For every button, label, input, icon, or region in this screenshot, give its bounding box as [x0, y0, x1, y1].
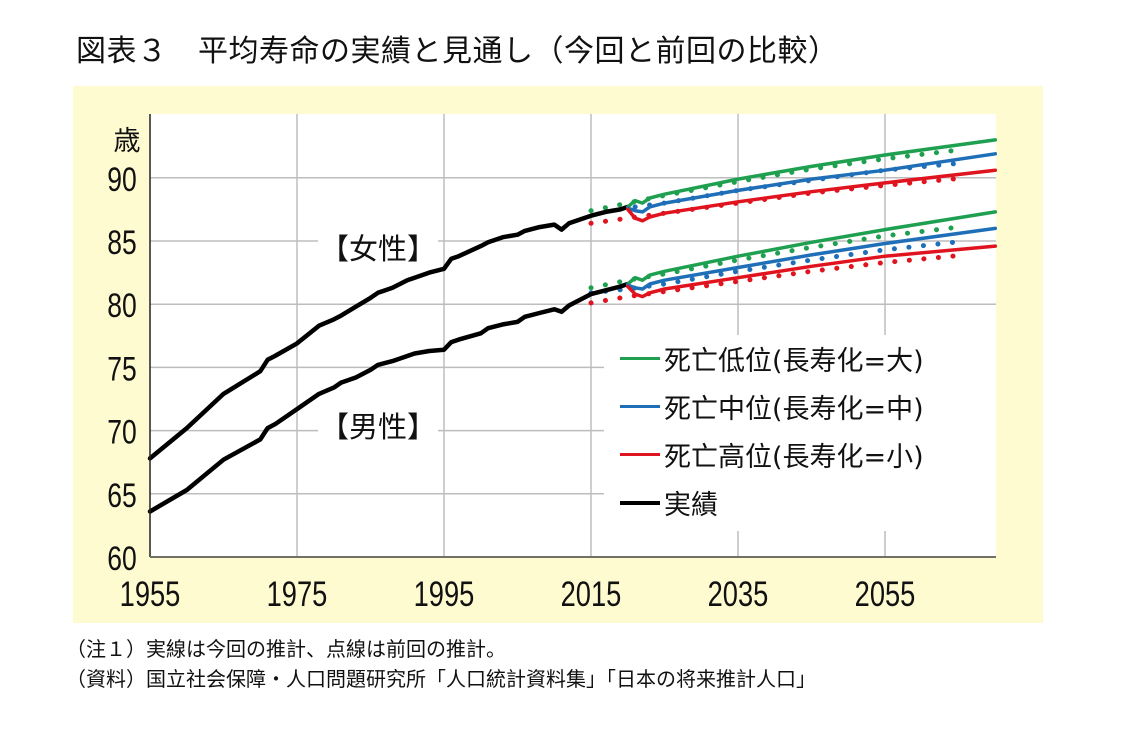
y-tick-label: 60: [107, 540, 137, 578]
legend-swatch-actual: [620, 500, 660, 505]
annotation-female: 【女性】: [318, 226, 439, 268]
footnote: （注１）実線は今回の推計、点線は前回の推計。: [66, 637, 506, 661]
x-tick-labels: 1955 1975 1995 2015 2035 2055: [120, 575, 916, 614]
series-line-female-mid-solid: [626, 152, 998, 214]
legend-item-low: 死亡低位(長寿化=大): [620, 339, 924, 378]
legend-swatch-high: [620, 453, 660, 456]
y-axis-unit-label: 歳: [114, 126, 141, 157]
y-tick-label: 90: [107, 161, 137, 199]
legend-label-actual: 実績: [664, 490, 718, 521]
y-tick-label: 85: [107, 224, 137, 262]
y-tick-label: 75: [107, 350, 137, 388]
legend-item-high: 死亡高位(長寿化=小): [620, 435, 924, 474]
series-line-male-actual-solid: [147, 281, 631, 514]
series-line-male-high-solid: [626, 244, 998, 299]
chart-title: 図表３ 平均寿命の実績と見通し（今回と前回の比較）: [76, 34, 839, 69]
legend-label-mid: 死亡中位(長寿化=中): [664, 394, 924, 425]
series-line-male-low-solid: [626, 210, 998, 286]
series-line-male-high-dotted: [588, 252, 969, 306]
series-group: [147, 138, 998, 514]
x-tick-label: 2035: [708, 575, 769, 614]
series-line-female-actual-solid: [147, 204, 631, 461]
source-note: （資料）国立社会保障・人口問題研究所「人口統計資料集」「日本の将来推計人口」: [66, 667, 816, 691]
x-tick-label: 1995: [414, 575, 475, 614]
y-tick-labels: 60 65 70 75 80 85 90: [107, 161, 137, 578]
legend-swatch-mid: [620, 405, 660, 408]
x-tick-label: 1955: [120, 575, 181, 614]
legend-label-high: 死亡高位(長寿化=小): [664, 442, 924, 473]
y-tick-label: 65: [107, 477, 137, 515]
series-line-female-high-solid: [626, 168, 998, 223]
legend-swatch-low: [620, 357, 660, 360]
legend-label-low: 死亡低位(長寿化=大): [664, 346, 924, 377]
series-line-male-mid-solid: [626, 226, 998, 291]
x-tick-label: 2055: [855, 575, 916, 614]
legend-item-actual: 実績: [620, 483, 718, 522]
legend-item-mid: 死亡中位(長寿化=中): [620, 387, 924, 426]
x-tick-label: 2015: [561, 575, 622, 614]
annotation-male: 【男性】: [318, 404, 439, 446]
y-tick-label: 70: [107, 413, 137, 451]
chart-legend: 死亡低位(長寿化=大) 死亡中位(長寿化=中) 死亡高位(長寿化=小) 実績: [604, 335, 996, 531]
y-tick-label: 80: [107, 287, 137, 325]
x-tick-label: 1975: [267, 575, 328, 614]
series-line-female-low-solid: [626, 138, 998, 209]
